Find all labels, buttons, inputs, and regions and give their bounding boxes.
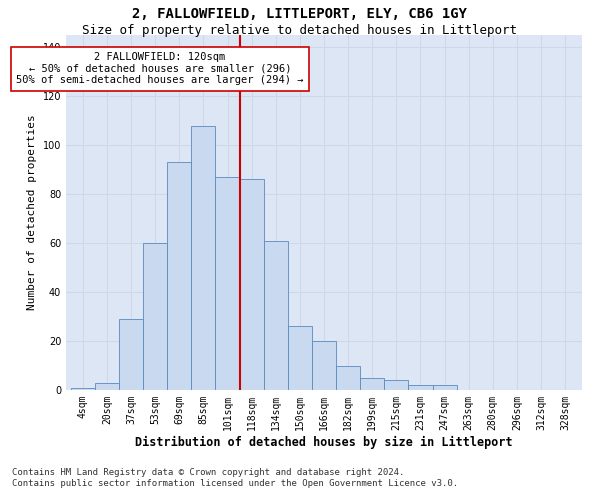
- Text: Contains HM Land Registry data © Crown copyright and database right 2024.
Contai: Contains HM Land Registry data © Crown c…: [12, 468, 458, 487]
- Bar: [71, 388, 95, 390]
- Bar: [215, 177, 239, 390]
- Bar: [336, 366, 360, 390]
- Bar: [119, 319, 143, 390]
- Bar: [288, 326, 312, 390]
- Bar: [95, 382, 119, 390]
- Bar: [264, 240, 288, 390]
- Bar: [167, 162, 191, 390]
- Bar: [384, 380, 409, 390]
- Bar: [143, 243, 167, 390]
- Bar: [312, 341, 336, 390]
- Bar: [239, 180, 264, 390]
- Text: Size of property relative to detached houses in Littleport: Size of property relative to detached ho…: [83, 24, 517, 37]
- Bar: [191, 126, 215, 390]
- Bar: [433, 385, 457, 390]
- Text: 2, FALLOWFIELD, LITTLEPORT, ELY, CB6 1GY: 2, FALLOWFIELD, LITTLEPORT, ELY, CB6 1GY: [133, 8, 467, 22]
- Bar: [409, 385, 433, 390]
- X-axis label: Distribution of detached houses by size in Littleport: Distribution of detached houses by size …: [135, 436, 513, 449]
- Text: 2 FALLOWFIELD: 120sqm
← 50% of detached houses are smaller (296)
50% of semi-det: 2 FALLOWFIELD: 120sqm ← 50% of detached …: [16, 52, 304, 86]
- Bar: [360, 378, 384, 390]
- Y-axis label: Number of detached properties: Number of detached properties: [27, 114, 37, 310]
